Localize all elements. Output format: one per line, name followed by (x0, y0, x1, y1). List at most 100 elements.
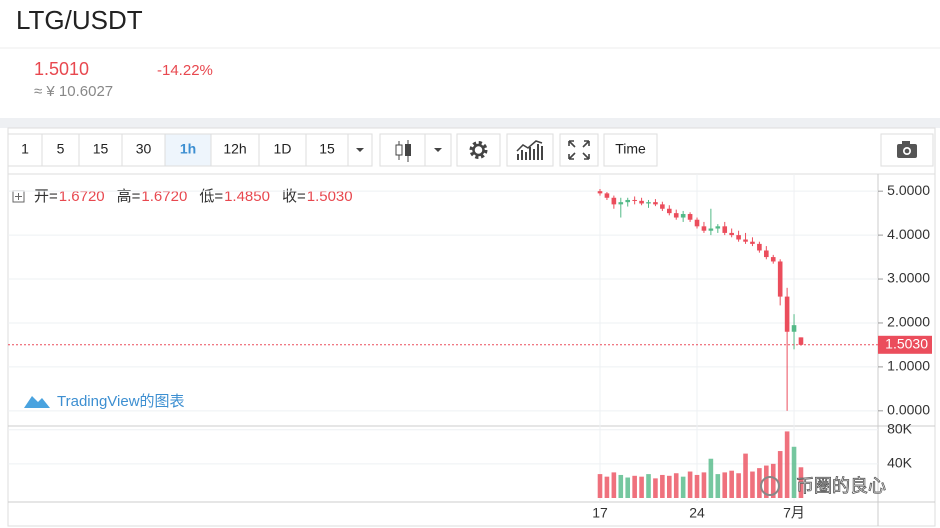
volume-bar (646, 474, 651, 498)
wechat-watermark: 币圈的良心 (796, 476, 886, 496)
x-tick-label: 17 (592, 505, 608, 521)
snapshot-button[interactable] (880, 133, 934, 167)
candle-body (632, 199, 637, 201)
button-frame (7, 133, 43, 167)
volume-bar (687, 471, 693, 498)
button-frame (258, 133, 307, 167)
interval-button[interactable]: 1D (258, 133, 307, 167)
button-frame (41, 133, 80, 167)
last-price: 1.5010 (34, 59, 89, 79)
candle-body (673, 213, 679, 218)
volume-tick-label: 80K (887, 420, 913, 436)
candle-body (784, 296, 790, 332)
volume-bar (770, 463, 776, 498)
button-frame (603, 133, 658, 167)
volume-bar (729, 470, 734, 498)
plot: 5.0000 4.0000 3.0000 2.0000 1.0000 0.0000 80K 4… (8, 174, 932, 521)
icon (405, 144, 411, 156)
interval-button[interactable]: 12h (210, 133, 260, 167)
candle-body (660, 204, 665, 209)
band (0, 118, 940, 128)
last-price-label: 1.5030 (885, 335, 928, 351)
button-frame (379, 133, 452, 167)
y-tick-label: 0.0000 (887, 402, 930, 418)
price-change: -14.22% (157, 62, 213, 79)
button-label: 12h (223, 141, 246, 157)
volume-bar (736, 473, 741, 498)
chart-type-button[interactable] (379, 133, 452, 167)
candle-body (618, 202, 624, 205)
fiat-price: ≈ ¥ 10.6027 (34, 83, 113, 100)
icon (904, 148, 910, 154)
x-tick-label: 7月 (783, 505, 805, 521)
volume-bar (708, 458, 714, 498)
interval-button[interactable]: 15 (305, 133, 349, 167)
button-frame (210, 133, 260, 167)
interval-button[interactable]: 15 (78, 133, 123, 167)
candle-body (750, 241, 755, 244)
volume-bar (764, 465, 769, 498)
candle-body (791, 325, 797, 332)
button-frame (456, 133, 501, 167)
volume-bar (798, 467, 804, 498)
last-price-tag (878, 335, 932, 354)
volume-bar (618, 474, 624, 498)
icon (472, 143, 485, 157)
candle-body (667, 208, 672, 214)
icon (516, 140, 543, 152)
volume-bar (701, 472, 707, 498)
button-label: 30 (136, 141, 152, 157)
legend-value: 1.6720 (141, 188, 187, 205)
legend-value: 1.4850 (224, 188, 270, 205)
icon (395, 144, 403, 156)
button-label: 5 (57, 141, 65, 157)
legend-value: 1.5030 (307, 188, 353, 205)
interval-button[interactable]: 5 (41, 133, 80, 167)
settings-button[interactable] (456, 133, 501, 167)
watermark: TradingView的图表 (57, 393, 185, 410)
volume-bar (625, 477, 631, 498)
button-frame (559, 133, 599, 167)
candle-body (694, 219, 700, 227)
volume-tick-label: 40K (887, 455, 913, 471)
icon (568, 140, 590, 160)
volume-bar (604, 476, 610, 498)
volume-bar (694, 474, 700, 498)
candle-body (736, 235, 741, 240)
icon (517, 144, 543, 160)
candle-body (777, 261, 783, 297)
volume-bar (653, 478, 658, 498)
candle-body (639, 200, 644, 204)
button-label: 1h (180, 141, 196, 157)
volume-bar (715, 474, 721, 498)
interval-button[interactable]: 30 (121, 133, 166, 167)
candle-body (757, 243, 762, 251)
icon (356, 148, 364, 152)
volume-bar (743, 453, 748, 498)
candle-body (715, 226, 721, 229)
volume-bar (673, 473, 679, 498)
indicators-button[interactable] (506, 133, 554, 167)
interval-dropdown[interactable] (347, 133, 373, 167)
volume-bar (611, 472, 617, 498)
candle-body (743, 239, 748, 242)
button-label: 15 (319, 141, 335, 157)
volume-bar (597, 474, 603, 498)
candle-body (701, 226, 707, 231)
fullscreen-button[interactable] (559, 133, 599, 167)
time-button[interactable]: Time (603, 133, 658, 167)
volume-bar (757, 468, 762, 498)
volume-bar (784, 431, 790, 498)
icon (15, 193, 22, 200)
icon (469, 141, 488, 159)
interval-button[interactable]: 1h (164, 133, 212, 167)
candle-body (653, 202, 658, 205)
volume-bar (667, 475, 672, 498)
candle-body (729, 232, 734, 236)
candle-body (646, 202, 651, 204)
volume-bar (722, 472, 728, 498)
y-tick-label: 1.0000 (887, 358, 930, 374)
candle-body (680, 214, 686, 218)
interval-button[interactable]: 1 (7, 133, 43, 167)
